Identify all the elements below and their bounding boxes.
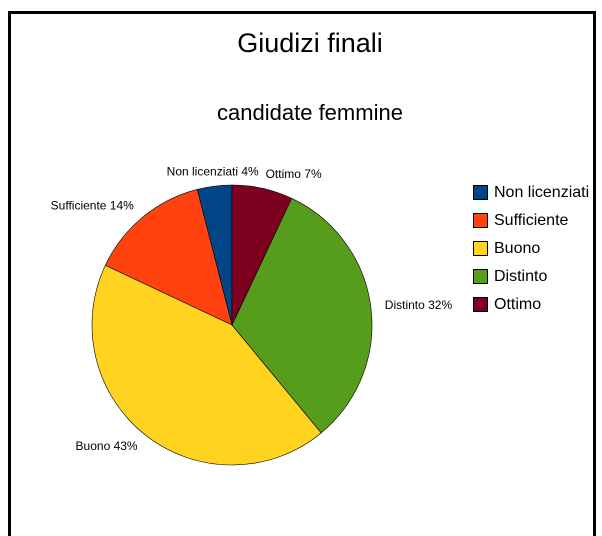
legend-label: Ottimo bbox=[494, 296, 542, 313]
legend: Non licenziati Sufficiente Buono Distinto Ot… bbox=[473, 182, 598, 322]
legend-item: Ottimo bbox=[473, 294, 598, 315]
legend-swatch bbox=[473, 269, 488, 284]
pie-slice bbox=[91, 264, 322, 466]
legend-label: Buono bbox=[494, 240, 541, 257]
legend-label: Non licenziati bbox=[494, 184, 590, 201]
legend-item: Buono bbox=[473, 238, 598, 259]
chart-title: Giudizi finali bbox=[237, 28, 383, 58]
chart-subtitle: candidate femmine bbox=[217, 100, 403, 125]
data-label: Ottimo 7% bbox=[266, 167, 322, 181]
legend-item: Sufficiente bbox=[473, 210, 598, 231]
legend-item: Non licenziati bbox=[473, 182, 598, 203]
data-label: Sufficiente 14% bbox=[51, 199, 134, 213]
pie-slice bbox=[104, 189, 233, 326]
legend-swatch bbox=[473, 241, 488, 256]
legend-item: Distinto bbox=[473, 266, 598, 287]
legend-label: Sufficiente bbox=[494, 212, 569, 229]
data-label: Distinto 32% bbox=[385, 298, 453, 312]
legend-swatch bbox=[473, 185, 488, 200]
chart-frame bbox=[8, 11, 596, 536]
legend-label: Distinto bbox=[494, 268, 548, 285]
legend-swatch bbox=[473, 213, 488, 228]
data-label: Non licenziati 4% bbox=[167, 164, 259, 178]
pie-slice bbox=[231, 197, 373, 434]
legend-swatch bbox=[473, 297, 488, 312]
pie-slice bbox=[231, 184, 293, 326]
data-label: Buono 43% bbox=[76, 439, 138, 453]
